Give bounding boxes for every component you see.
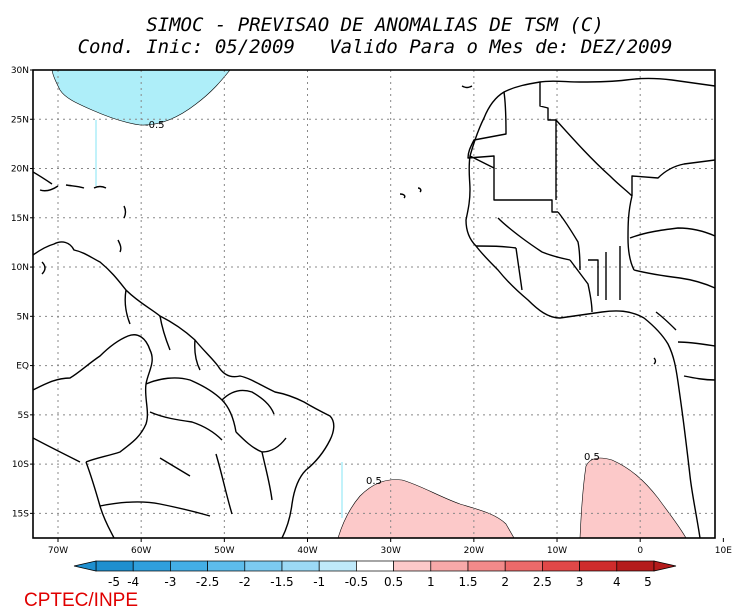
colorbar-label: -4 (127, 575, 139, 589)
colorbar-swatch (542, 560, 580, 572)
south-america-borders (33, 289, 287, 538)
lat-label: 20N (11, 165, 29, 175)
colorbar-label: 2.5 (533, 575, 552, 589)
map-frame (32, 69, 716, 539)
lat-label: 15S (12, 509, 29, 519)
lat-lon-grid (33, 70, 715, 538)
colorbar-label: 3 (576, 575, 584, 589)
lon-label: 60W (131, 546, 151, 556)
colorbar-arrow-right (653, 560, 677, 572)
lon-label: 10W (547, 546, 567, 556)
colorbar-swatch (95, 560, 134, 572)
lat-label: 5S (18, 411, 30, 421)
colorbar-swatch (281, 560, 320, 572)
south-america-coast (33, 241, 335, 538)
lon-label: 0 (637, 546, 643, 556)
lat-label: 5N (17, 312, 29, 322)
caribbean-islands (33, 171, 127, 275)
colorbar-swatch (393, 560, 432, 572)
positive-anomaly-area-west (337, 479, 515, 538)
colorbar-label: 5 (644, 575, 652, 589)
contour-label-neg05: -0.5 (145, 120, 165, 131)
longitude-labels: 70W 60W 50W 40W 30W 20W 10W 0 10E (48, 538, 732, 556)
island-canaries (461, 85, 473, 89)
credit-text: CPTEC/INPE (24, 590, 139, 611)
colorbar-label: -2 (239, 575, 251, 589)
contour-label-pos05-east: 0.5 (584, 452, 600, 463)
lat-label: 30N (11, 66, 29, 76)
colorbar-label: -2.5 (196, 575, 219, 589)
lon-label: 30W (381, 546, 401, 556)
lat-label: 10N (11, 263, 29, 273)
colorbar-label: -0.5 (345, 575, 368, 589)
colorbar-label: -3 (164, 575, 176, 589)
colorbar-label: 1 (427, 575, 435, 589)
lat-label: 15N (11, 214, 29, 224)
lat-label: 10S (12, 460, 29, 470)
colorbar-arrow-left (73, 560, 97, 572)
lon-label: 10E (715, 546, 732, 556)
lat-label: EQ (16, 362, 29, 372)
colorbar-label: 4 (613, 575, 621, 589)
colorbar-swatch (244, 560, 283, 572)
colorbar-swatch (467, 560, 506, 572)
colorbar-swatch (356, 560, 394, 572)
colorbar-swatch (616, 560, 655, 572)
colorbar-swatch (504, 560, 543, 572)
colorbar-label: -1 (313, 575, 325, 589)
island-sao-tome (653, 357, 657, 365)
contour-label-pos05-west: 0.5 (366, 476, 382, 487)
colorbar-swatch (132, 560, 171, 572)
colorbar-swatch (207, 560, 246, 572)
lon-label: 50W (214, 546, 234, 556)
island-cape-verde (399, 187, 422, 199)
negative-anomaly-area (51, 70, 231, 126)
lon-label: 70W (48, 546, 68, 556)
latitude-labels: 30N 25N 20N 15N 10N 5N EQ 5S 10S 15S (11, 66, 33, 519)
colorbar-swatch (170, 560, 208, 572)
positive-anomaly-area-east (579, 457, 687, 538)
anomaly-shading (51, 70, 687, 538)
colorbar-label: 0.5 (384, 575, 403, 589)
colorbar-swatch (579, 560, 618, 572)
colorbar-label: -5 (108, 575, 120, 589)
lat-label: 25N (11, 115, 29, 125)
colorbar-label: 1.5 (458, 575, 477, 589)
colorbar-label: -1.5 (270, 575, 293, 589)
colorbar (73, 560, 677, 572)
colorbar-swatch (318, 560, 357, 572)
africa-borders (467, 82, 715, 381)
map-title: SIMOC - PREVISAO DE ANOMALIAS DE TSM (C) (146, 14, 604, 36)
lon-label: 20W (464, 546, 484, 556)
colorbar-labels: -5 -4 -3 -2.5 -2 -1.5 -1 -0.5 0.5 1 1.5 2 2.5 3 4 5 (108, 575, 652, 589)
colorbar-label: 2 (501, 575, 509, 589)
colorbar-swatch (430, 560, 469, 572)
contour-labels: -0.5 0.5 0.5 (145, 120, 600, 487)
lon-label: 40W (297, 546, 317, 556)
map-subtitle: Cond. Inic: 05/2009 Valido Para o Mes de… (77, 36, 673, 58)
coastlines (33, 77, 715, 538)
